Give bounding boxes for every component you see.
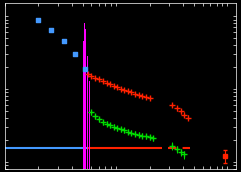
Bar — [89, 81, 90, 169]
Point — [36, 18, 40, 21]
Point — [83, 67, 87, 70]
Bar — [84, 23, 85, 169]
Point — [73, 53, 77, 56]
Bar — [83, 41, 84, 169]
Bar — [85, 29, 87, 169]
Point — [49, 28, 53, 31]
Bar — [87, 56, 88, 169]
Point — [62, 40, 66, 43]
